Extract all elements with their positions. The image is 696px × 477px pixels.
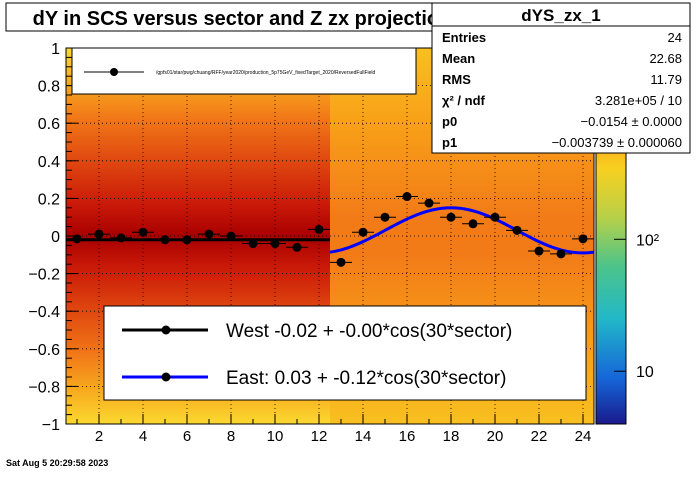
stats-rows: Entries 24 Mean 22.68 RMS 11.79 χ² / ndf 3.281e… xyxy=(442,30,682,150)
data-point xyxy=(380,212,390,222)
data-point xyxy=(226,231,236,241)
x-tick-label: 20 xyxy=(487,428,504,445)
fit-curve-east xyxy=(329,206,595,255)
axes: 2 4 6 8 10 12 14 16 18 20 22 24−1−0.8−0.6−0.4−0.200… xyxy=(28,41,591,445)
data-point xyxy=(468,219,478,229)
x-tick-label: 24 xyxy=(575,428,592,445)
stats-label: χ² / ndf xyxy=(442,93,486,108)
y-tick-label: −1 xyxy=(42,417,60,434)
stats-value: −0.0154 ± 0.0000 xyxy=(581,114,682,129)
x-tick-label: 4 xyxy=(139,428,147,445)
x-tick-label: 16 xyxy=(399,428,416,445)
legend-east-label: East: 0.03 + -0.12*cos(30*sector) xyxy=(226,368,506,389)
upper-legend-box xyxy=(71,47,417,95)
data-point xyxy=(182,235,192,245)
y-tick-label: 0.4 xyxy=(38,154,60,171)
stats-label: Mean xyxy=(442,51,475,66)
x-tick-label: 8 xyxy=(227,428,235,445)
stats-label: p1 xyxy=(442,135,457,150)
y-tick-label: −0.6 xyxy=(28,342,60,359)
stats-box xyxy=(431,2,691,154)
stats-value: 22.68 xyxy=(649,51,682,66)
stats-label: Entries xyxy=(442,30,486,45)
y-tick-label: −0.8 xyxy=(28,379,60,396)
title-box xyxy=(5,2,479,32)
y-tick-label: 0.6 xyxy=(38,116,60,133)
y-tick-label: 1 xyxy=(51,41,60,58)
data-point xyxy=(402,192,412,202)
chart-title: dY in SCS versus sector and Z zx project… xyxy=(33,8,452,30)
data-point xyxy=(490,212,500,222)
x-tick-label: 18 xyxy=(443,428,460,445)
data-point xyxy=(138,227,148,237)
data-point xyxy=(292,242,302,252)
data-point xyxy=(204,229,214,239)
stats-name: dYS_zx_1 xyxy=(521,6,600,25)
y-tick-label: 0 xyxy=(51,229,60,246)
footer-timestamp: Sat Aug 5 20:29:58 2023 xyxy=(6,458,109,468)
stats-value: 24 xyxy=(668,30,682,45)
data-points xyxy=(66,192,594,267)
data-point xyxy=(424,198,434,208)
data-point xyxy=(160,235,170,245)
color-bar-label: 10² xyxy=(636,232,660,249)
data-point xyxy=(270,239,280,249)
x-tick-label: 22 xyxy=(531,428,548,445)
y-tick-label: −0.2 xyxy=(28,267,60,284)
x-tick-label: 2 xyxy=(95,428,103,445)
lower-legend-box xyxy=(103,305,587,401)
legend-west-marker xyxy=(161,325,171,335)
data-point xyxy=(116,233,126,243)
data-point xyxy=(94,229,104,239)
x-tick-label: 14 xyxy=(355,428,372,445)
stats-value: 3.281e+05 / 10 xyxy=(595,93,682,108)
x-tick-label: 6 xyxy=(183,428,191,445)
stats-value: 11.79 xyxy=(650,72,682,87)
data-point xyxy=(512,225,522,235)
data-point xyxy=(446,212,456,222)
y-tick-label: 0.8 xyxy=(38,79,60,96)
data-point xyxy=(72,234,82,244)
data-point xyxy=(248,239,258,249)
stats-label: p0 xyxy=(442,114,457,129)
data-point xyxy=(578,234,588,244)
data-point xyxy=(556,249,566,259)
data-point xyxy=(336,257,346,267)
legend-west-label: West -0.02 + -0.00*cos(30*sector) xyxy=(226,321,512,342)
y-tick-label: 0.2 xyxy=(38,191,60,208)
upper-legend-marker xyxy=(110,68,118,76)
y-tick-label: −0.4 xyxy=(28,304,60,321)
x-tick-label: 10 xyxy=(267,428,284,445)
stats-value: −0.003739 ± 0.000060 xyxy=(552,135,682,150)
legend-east-marker xyxy=(161,372,171,382)
x-tick-label: 12 xyxy=(311,428,328,445)
data-point xyxy=(314,224,324,234)
data-point xyxy=(358,227,368,237)
stats-label: RMS xyxy=(442,72,471,87)
data-point xyxy=(534,246,544,256)
upper-legend-label: /gpfs01/star/pwg/chuang/RFF/year2020/pro… xyxy=(156,70,376,76)
color-bar-label: 10 xyxy=(636,364,654,381)
